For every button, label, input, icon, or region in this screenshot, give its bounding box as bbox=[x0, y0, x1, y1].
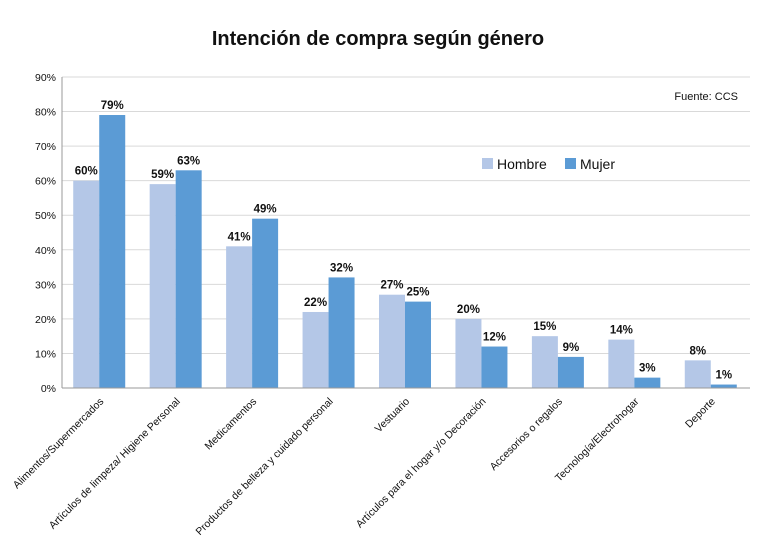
x-tick-label: Productos de belleza y cuidado personal bbox=[193, 396, 335, 538]
bars bbox=[73, 115, 737, 388]
y-tick-label: 90% bbox=[35, 72, 56, 84]
bar-hombre bbox=[226, 246, 253, 388]
x-tick-label: Artículos para el hogar y/o Decoración bbox=[354, 396, 489, 531]
x-tick-label: Accesorios o regalos bbox=[488, 396, 565, 473]
bar-hombre bbox=[149, 184, 176, 388]
chart-title: Intención de compra según género bbox=[212, 28, 544, 50]
y-tick-label: 40% bbox=[35, 245, 56, 257]
data-label: 79% bbox=[101, 100, 124, 112]
bar-mujer bbox=[405, 301, 431, 388]
y-tick-label: 70% bbox=[35, 141, 56, 153]
data-label: 22% bbox=[304, 297, 327, 309]
legend: Hombre Mujer bbox=[482, 156, 615, 172]
data-label: 25% bbox=[406, 287, 429, 299]
x-tick-label: Artículos de limpeza/ Higiene Personal bbox=[47, 396, 183, 532]
data-label: 3% bbox=[639, 363, 656, 375]
data-label: 1% bbox=[715, 370, 732, 382]
x-tick-label: Tecnología/Electrohogar bbox=[553, 395, 642, 484]
data-labels: 60% 79% 59%63% 41% 49% 22% 32% 27%25% 20% 12% 15% 9… bbox=[75, 100, 732, 382]
data-label: 49% bbox=[254, 204, 277, 216]
data-label: 9% bbox=[563, 342, 580, 354]
data-label: 59% bbox=[151, 169, 174, 181]
data-label: 20% bbox=[457, 304, 480, 316]
y-tick-label: 80% bbox=[35, 107, 56, 119]
chart-source: Fuente: CCS bbox=[674, 91, 738, 103]
bar-hombre bbox=[379, 294, 405, 388]
data-label: 8% bbox=[689, 345, 706, 357]
data-label: 32% bbox=[330, 262, 353, 274]
bar-mujer bbox=[328, 277, 355, 388]
bar-mujer bbox=[634, 377, 661, 388]
y-tick-label: 60% bbox=[35, 176, 56, 188]
legend-label-mujer: Mujer bbox=[580, 156, 615, 172]
data-label: 60% bbox=[75, 166, 98, 178]
legend-label-hombre: Hombre bbox=[497, 156, 547, 172]
y-tick-label: 20% bbox=[35, 314, 56, 326]
bar-mujer bbox=[710, 384, 737, 388]
legend-swatch-hombre bbox=[482, 158, 493, 169]
bar-hombre bbox=[73, 180, 100, 388]
data-label: 14% bbox=[610, 325, 633, 337]
x-tick-label: Vestuario bbox=[373, 396, 413, 436]
y-axis: 0% 10% 20% 30% 40% 50% 60% 70% 80% 90% bbox=[35, 72, 63, 395]
bar-hombre bbox=[531, 336, 558, 388]
bar-mujer bbox=[557, 356, 584, 388]
y-tick-label: 50% bbox=[35, 210, 56, 222]
x-tick-label: Deporte bbox=[683, 396, 718, 431]
bar-hombre bbox=[455, 318, 482, 388]
bar-hombre bbox=[608, 339, 635, 388]
legend-swatch-mujer bbox=[565, 158, 576, 169]
data-label: 15% bbox=[533, 321, 556, 333]
bar-mujer bbox=[175, 170, 202, 388]
y-tick-label: 10% bbox=[35, 348, 56, 360]
bar-hombre bbox=[684, 360, 711, 388]
x-tick-label: Medicamentos bbox=[202, 396, 259, 453]
bar-mujer bbox=[481, 346, 508, 388]
y-tick-label: 0% bbox=[41, 383, 56, 395]
y-tick-label: 30% bbox=[35, 279, 56, 291]
bar-mujer bbox=[99, 115, 126, 388]
bar-hombre bbox=[302, 311, 329, 388]
data-label: 12% bbox=[483, 332, 506, 344]
data-label: 41% bbox=[228, 231, 251, 243]
data-label: 63% bbox=[177, 155, 200, 167]
data-label: 27% bbox=[380, 280, 403, 292]
bar-mujer bbox=[252, 218, 279, 388]
